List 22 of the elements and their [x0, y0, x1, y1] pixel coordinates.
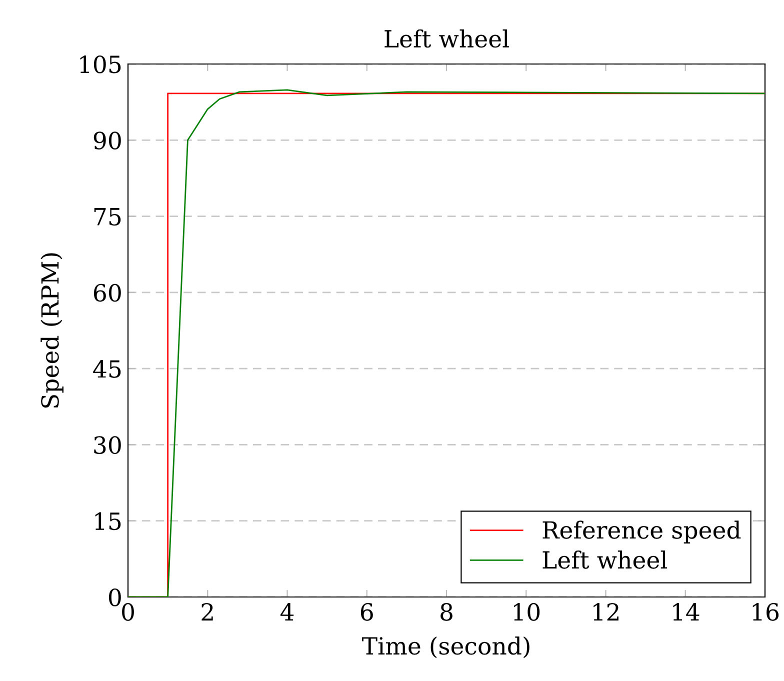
y-tick-label: 90 [94, 132, 121, 150]
y-tick-label: 30 [94, 436, 121, 454]
y-tick-label: 105 [80, 55, 121, 74]
x-tick-label: 2 [202, 602, 213, 620]
legend-label: Left wheel [542, 550, 668, 569]
y-tick-label: 45 [93, 360, 121, 378]
x-tick-label: 12 [594, 602, 618, 620]
y-axis-title: Speed (RPM) [40, 253, 64, 408]
x-tick-label: 0 [122, 602, 134, 621]
x-tick-label: 16 [752, 602, 779, 621]
x-axis-title: Time (second) [362, 636, 530, 658]
y-tick-label: 60 [94, 284, 121, 302]
x-tick-label: 14 [673, 602, 700, 620]
legend-label: Reference speed [542, 520, 741, 544]
y-tick-label: 0 [108, 588, 121, 606]
y-tick-label: 75 [94, 208, 121, 226]
x-tick-label: 10 [514, 602, 540, 621]
y-tick-label: 15 [95, 512, 121, 530]
x-tick-label: 6 [360, 602, 373, 621]
x-tick-label: 4 [280, 602, 294, 620]
x-tick-label: 8 [440, 602, 452, 621]
chart-title: Left wheel [384, 29, 509, 48]
